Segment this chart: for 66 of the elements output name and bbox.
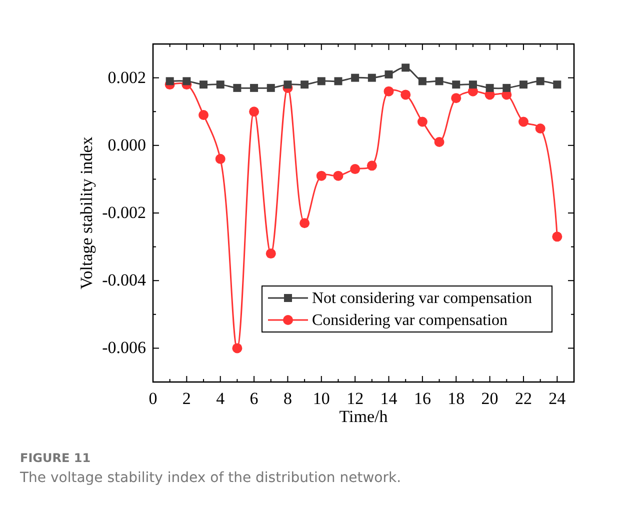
point [351,74,360,82]
point [366,160,377,171]
point [418,77,426,86]
point [182,77,191,86]
text: The voltage stability index of the distribution network. [19,470,402,486]
x-tick-label: 24 [548,389,566,408]
point [300,80,309,89]
point [536,77,544,86]
caption: FIGURE 11 [20,451,91,465]
point [417,116,428,127]
point [368,74,376,82]
point [316,170,326,181]
point [434,137,444,148]
point [300,218,310,228]
x-tick-label: 18 [448,389,465,408]
x-tick-label: 12 [346,389,364,408]
point [384,70,393,78]
point [215,154,226,164]
point [384,86,394,96]
x-tick-label: 0 [148,389,158,408]
x-axis-title: Time/h [339,407,388,426]
y-axis-title: Voltage stability index [77,136,96,290]
point [266,84,275,92]
x-tick-label: 4 [216,389,226,408]
point [519,80,528,89]
legend-label: Not considering var compensation [312,290,532,307]
point [249,106,260,117]
point [468,80,477,89]
point [250,84,258,92]
point [452,80,460,89]
x-tick-label: 10 [312,389,330,408]
point [233,84,242,92]
x-tick-label: 14 [380,389,398,408]
point [552,232,562,242]
point [402,64,410,72]
point [518,116,528,127]
point [553,80,562,89]
point [317,77,326,86]
point [435,77,444,86]
point [486,84,494,92]
x-tick-label: 6 [250,389,258,408]
point [451,93,462,104]
point [400,90,411,100]
y-tick-label: 0.000 [108,135,146,154]
legend-label: Considering var compensation [312,312,508,329]
point [266,248,276,259]
y-tick-label: -0.004 [102,270,146,290]
point [232,343,242,354]
x-tick-label: 2 [182,389,191,408]
x-tick-label: 16 [414,389,431,408]
x-tick-label: 22 [514,389,532,408]
point [216,80,224,89]
point [350,164,360,174]
point [198,110,209,120]
point [535,124,546,134]
x-tick-label: 8 [283,389,292,408]
x-tick-label: 20 [481,389,498,408]
point [200,80,208,89]
point [333,170,344,181]
y-tick-label: -0.002 [102,203,146,222]
y-tick-label: -0.006 [102,338,146,358]
point [166,77,174,86]
point [502,84,511,92]
point [284,80,292,89]
y-tick-label: 0.002 [108,68,146,87]
point [334,77,342,86]
